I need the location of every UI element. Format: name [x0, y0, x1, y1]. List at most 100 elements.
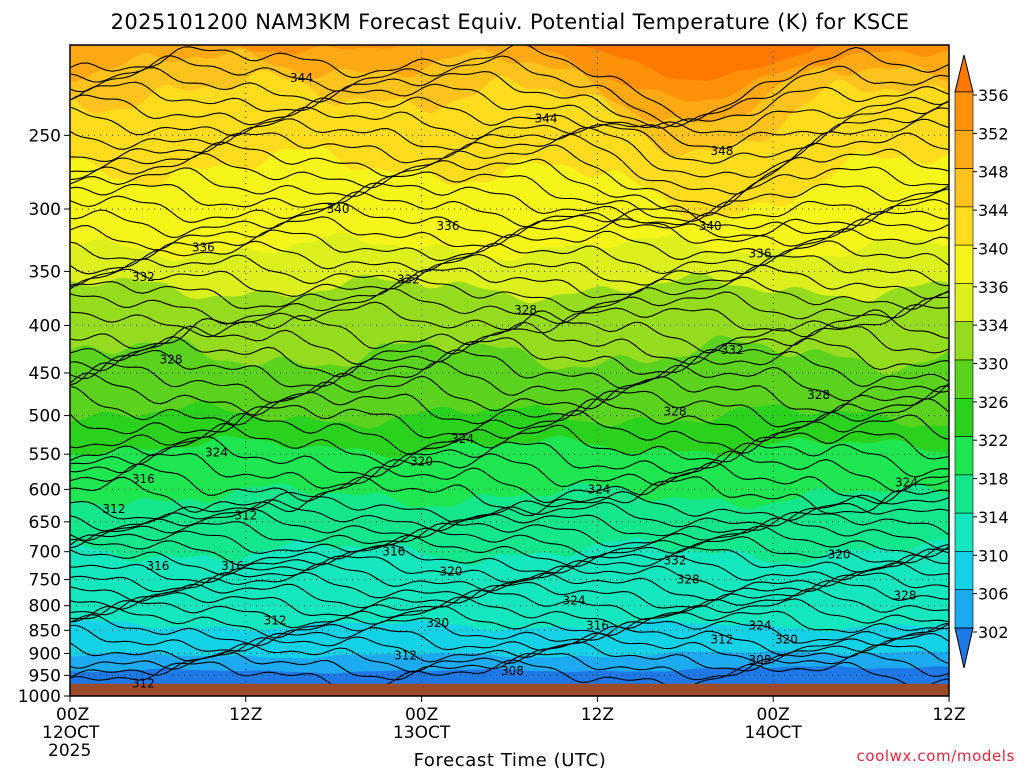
contour-label: 316	[132, 472, 155, 486]
y-tick-label: 750	[29, 571, 61, 591]
colorbar-label: 336	[978, 278, 1009, 297]
contour-line	[70, 641, 949, 673]
contour-line	[70, 287, 949, 325]
contour-line	[70, 554, 949, 584]
y-tick-label: 300	[29, 200, 61, 220]
x-tick-label: 00Z	[56, 705, 89, 725]
credit-text: coolwx.com/models	[857, 747, 1016, 765]
y-tick-label: 800	[29, 597, 61, 617]
contour-label: 336	[192, 241, 215, 255]
contour-line	[70, 309, 949, 354]
colorbar-label: 306	[978, 585, 1009, 604]
contour-line	[70, 605, 949, 639]
contour-line	[70, 372, 949, 416]
contour-line	[70, 361, 949, 404]
plot-frame	[69, 44, 950, 697]
contour-line	[70, 94, 949, 150]
colorbar-label: 344	[978, 201, 1009, 220]
x-tick-year: 2025	[48, 741, 91, 761]
contour-line	[70, 216, 949, 251]
grid-lines	[70, 45, 949, 696]
contour-line	[70, 450, 949, 493]
colorbar-box	[954, 321, 974, 361]
contour-line	[70, 544, 949, 576]
contour-label: 316	[382, 545, 405, 559]
contour-line	[70, 182, 949, 226]
colorbar-box	[954, 244, 974, 284]
contour-line	[70, 614, 949, 647]
y-tick-label: 500	[29, 407, 61, 427]
colorbar-box	[954, 589, 974, 629]
contour-label: 344	[535, 112, 558, 126]
contour-label: 328	[677, 573, 700, 587]
x-tick-label: 12Z	[932, 705, 965, 725]
contour-line	[70, 264, 949, 300]
contour-label: 320	[426, 616, 449, 630]
colorbar-box	[954, 283, 974, 322]
colorbar-box	[954, 436, 974, 476]
contour-label: 324	[587, 482, 610, 496]
colorbar-label: 326	[978, 393, 1009, 412]
contour-label: 320	[439, 565, 462, 579]
contour-label: 320	[828, 548, 851, 562]
contour-line	[70, 55, 949, 128]
colorbar-label: 302	[978, 623, 1009, 642]
contour-line	[70, 141, 949, 208]
colorbar-box	[954, 206, 974, 246]
y-tick-label: 1000	[18, 687, 61, 707]
x-tick-label: 00Z	[405, 705, 438, 725]
colorbar-box	[954, 551, 974, 591]
contour-labels: 344 344 348 340 336 340 336 336 332 332 328 328 332 3…	[103, 71, 918, 691]
contour-line	[70, 659, 949, 690]
band-356	[70, 45, 949, 81]
colorbar-box	[954, 397, 974, 437]
contour-label: 316	[221, 559, 244, 573]
contour-line	[70, 132, 949, 195]
colorbar-label: 356	[978, 86, 1009, 105]
contour-label: 324	[451, 432, 474, 446]
colorbar-label: 352	[978, 124, 1009, 143]
colorbar-box	[954, 130, 974, 169]
contour-label: 348	[710, 144, 733, 158]
contour-label: 332	[664, 553, 687, 567]
colorbar-label: 310	[978, 546, 1009, 565]
colorbar-top-arrow	[954, 54, 974, 93]
contour-line	[70, 651, 949, 681]
contour-label: 320	[775, 633, 798, 647]
y-tick-label: 900	[29, 644, 61, 664]
contour-line	[70, 517, 949, 550]
y-tick-label: 650	[29, 513, 61, 533]
colorbar-box	[954, 168, 974, 208]
contour-line	[70, 190, 949, 238]
y-tick-label: 250	[29, 126, 61, 146]
x-tick-label: 12Z	[581, 705, 614, 725]
colorbar-label: 334	[978, 316, 1009, 335]
contour-label: 308	[501, 664, 524, 678]
contour-line	[70, 422, 949, 468]
contour-label: 312	[264, 614, 287, 628]
contour-label: 324	[205, 446, 228, 460]
contour-line	[70, 534, 949, 568]
contour-label: 312	[394, 649, 417, 663]
contour-line	[70, 562, 949, 593]
colorbar-box	[954, 91, 974, 131]
y-tick-label: 450	[29, 364, 61, 384]
colorbar-box	[954, 474, 974, 514]
colorbar-bottom-arrow	[954, 627, 974, 669]
contour-label: 312	[103, 502, 126, 516]
y-tick-label: 950	[29, 666, 61, 686]
contour-line	[70, 45, 949, 122]
y-tick-label: 550	[29, 445, 61, 465]
contour-label: 340	[699, 219, 722, 233]
contour-label: 328	[160, 352, 183, 366]
y-axis-ticks: 250 300 350 400 450 500 550 600 650 700 750 800 850 9…	[18, 126, 70, 707]
contour-label: 332	[397, 272, 420, 286]
colorbar-box	[954, 512, 974, 552]
contour-line	[70, 525, 949, 559]
contour-label: 308	[749, 653, 772, 667]
contour-line	[70, 499, 949, 532]
contour-line	[70, 571, 949, 602]
contour-line	[70, 588, 949, 621]
y-tick-label: 700	[29, 543, 61, 563]
